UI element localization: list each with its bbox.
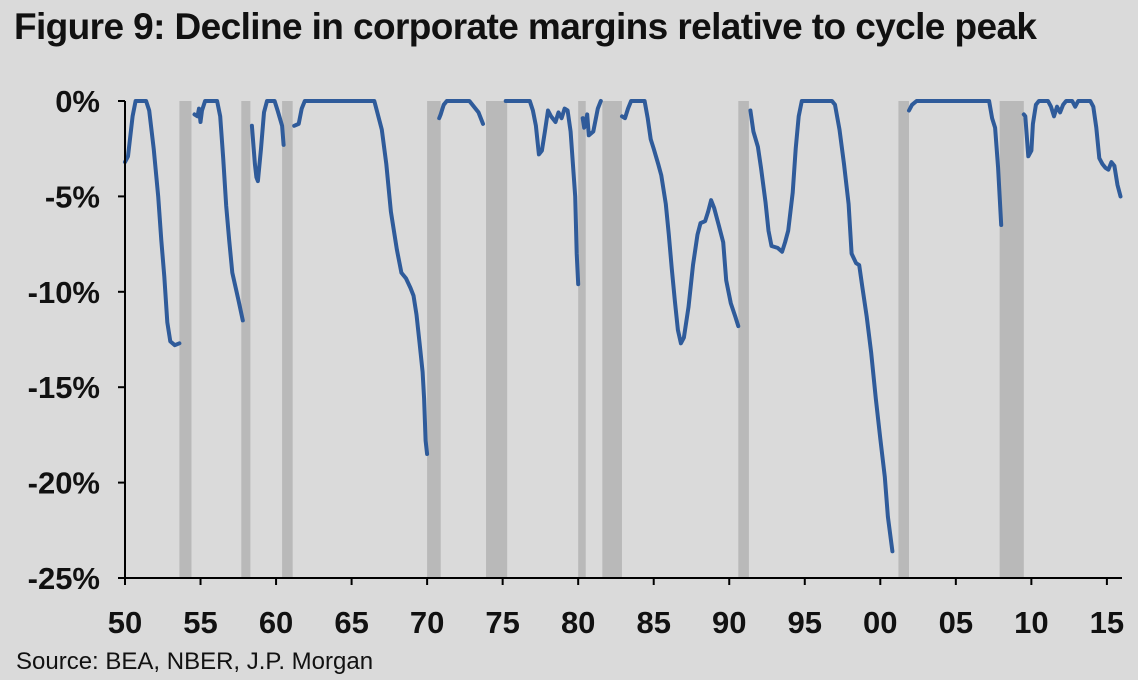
y-tick-label: -5% (45, 179, 100, 214)
recession-band (578, 101, 586, 578)
x-tick-label: 95 (788, 605, 822, 640)
recession-band (898, 101, 910, 578)
recession-band (486, 101, 508, 578)
x-tick-label: 80 (561, 605, 595, 640)
y-tick-label: -25% (28, 561, 100, 596)
x-tick-label: 85 (636, 605, 670, 640)
series-line-segment (748, 99, 895, 554)
x-tick-label: 60 (259, 605, 293, 640)
series-line-segment (123, 99, 182, 348)
x-tick-label: 65 (334, 605, 368, 640)
series-line-group (123, 99, 1123, 554)
x-tick-label: 05 (939, 605, 973, 640)
line-chart: 0% -5% -10% -15% -20% -25% 50 55 60 65 70 75 80 85 90… (28, 84, 1125, 640)
y-tick-label: -15% (28, 370, 100, 405)
y-axis-ticks: 0% -5% -10% -15% -20% -25% (28, 84, 125, 596)
y-tick-label: -20% (28, 466, 100, 501)
x-tick-label: 00 (863, 605, 897, 640)
x-tick-label: 50 (108, 605, 142, 640)
x-axis-ticks: 50 55 60 65 70 75 80 85 90 95 00 05 10 15 (108, 578, 1124, 640)
x-tick-label: 75 (485, 605, 519, 640)
recession-band (241, 101, 251, 578)
recession-shading-group (179, 101, 1024, 578)
series-line-segment (1021, 99, 1123, 199)
recession-band (427, 101, 441, 578)
x-tick-label: 15 (1090, 605, 1124, 640)
y-tick-label: -10% (28, 275, 100, 310)
recession-band (999, 101, 1024, 578)
x-tick-label: 55 (183, 605, 217, 640)
recession-band (179, 101, 192, 578)
x-tick-label: 10 (1014, 605, 1048, 640)
recession-band (282, 101, 293, 578)
series-line-segment (503, 99, 581, 287)
series-line-segment (580, 99, 603, 138)
x-tick-label: 70 (410, 605, 444, 640)
series-line-segment (249, 99, 286, 184)
series-line-segment (907, 99, 1004, 227)
series-line-segment (192, 99, 245, 323)
y-tick-label: 0% (55, 84, 100, 119)
chart-title: Figure 9: Decline in corporate margins r… (14, 6, 1037, 47)
x-tick-label: 90 (712, 605, 746, 640)
recession-band (738, 101, 749, 578)
source-note: Source: BEA, NBER, J.P. Morgan (16, 648, 374, 675)
series-line-segment (620, 99, 741, 346)
recession-band (602, 101, 622, 578)
series-line-segment (437, 99, 485, 126)
series-line-segment (292, 99, 430, 456)
